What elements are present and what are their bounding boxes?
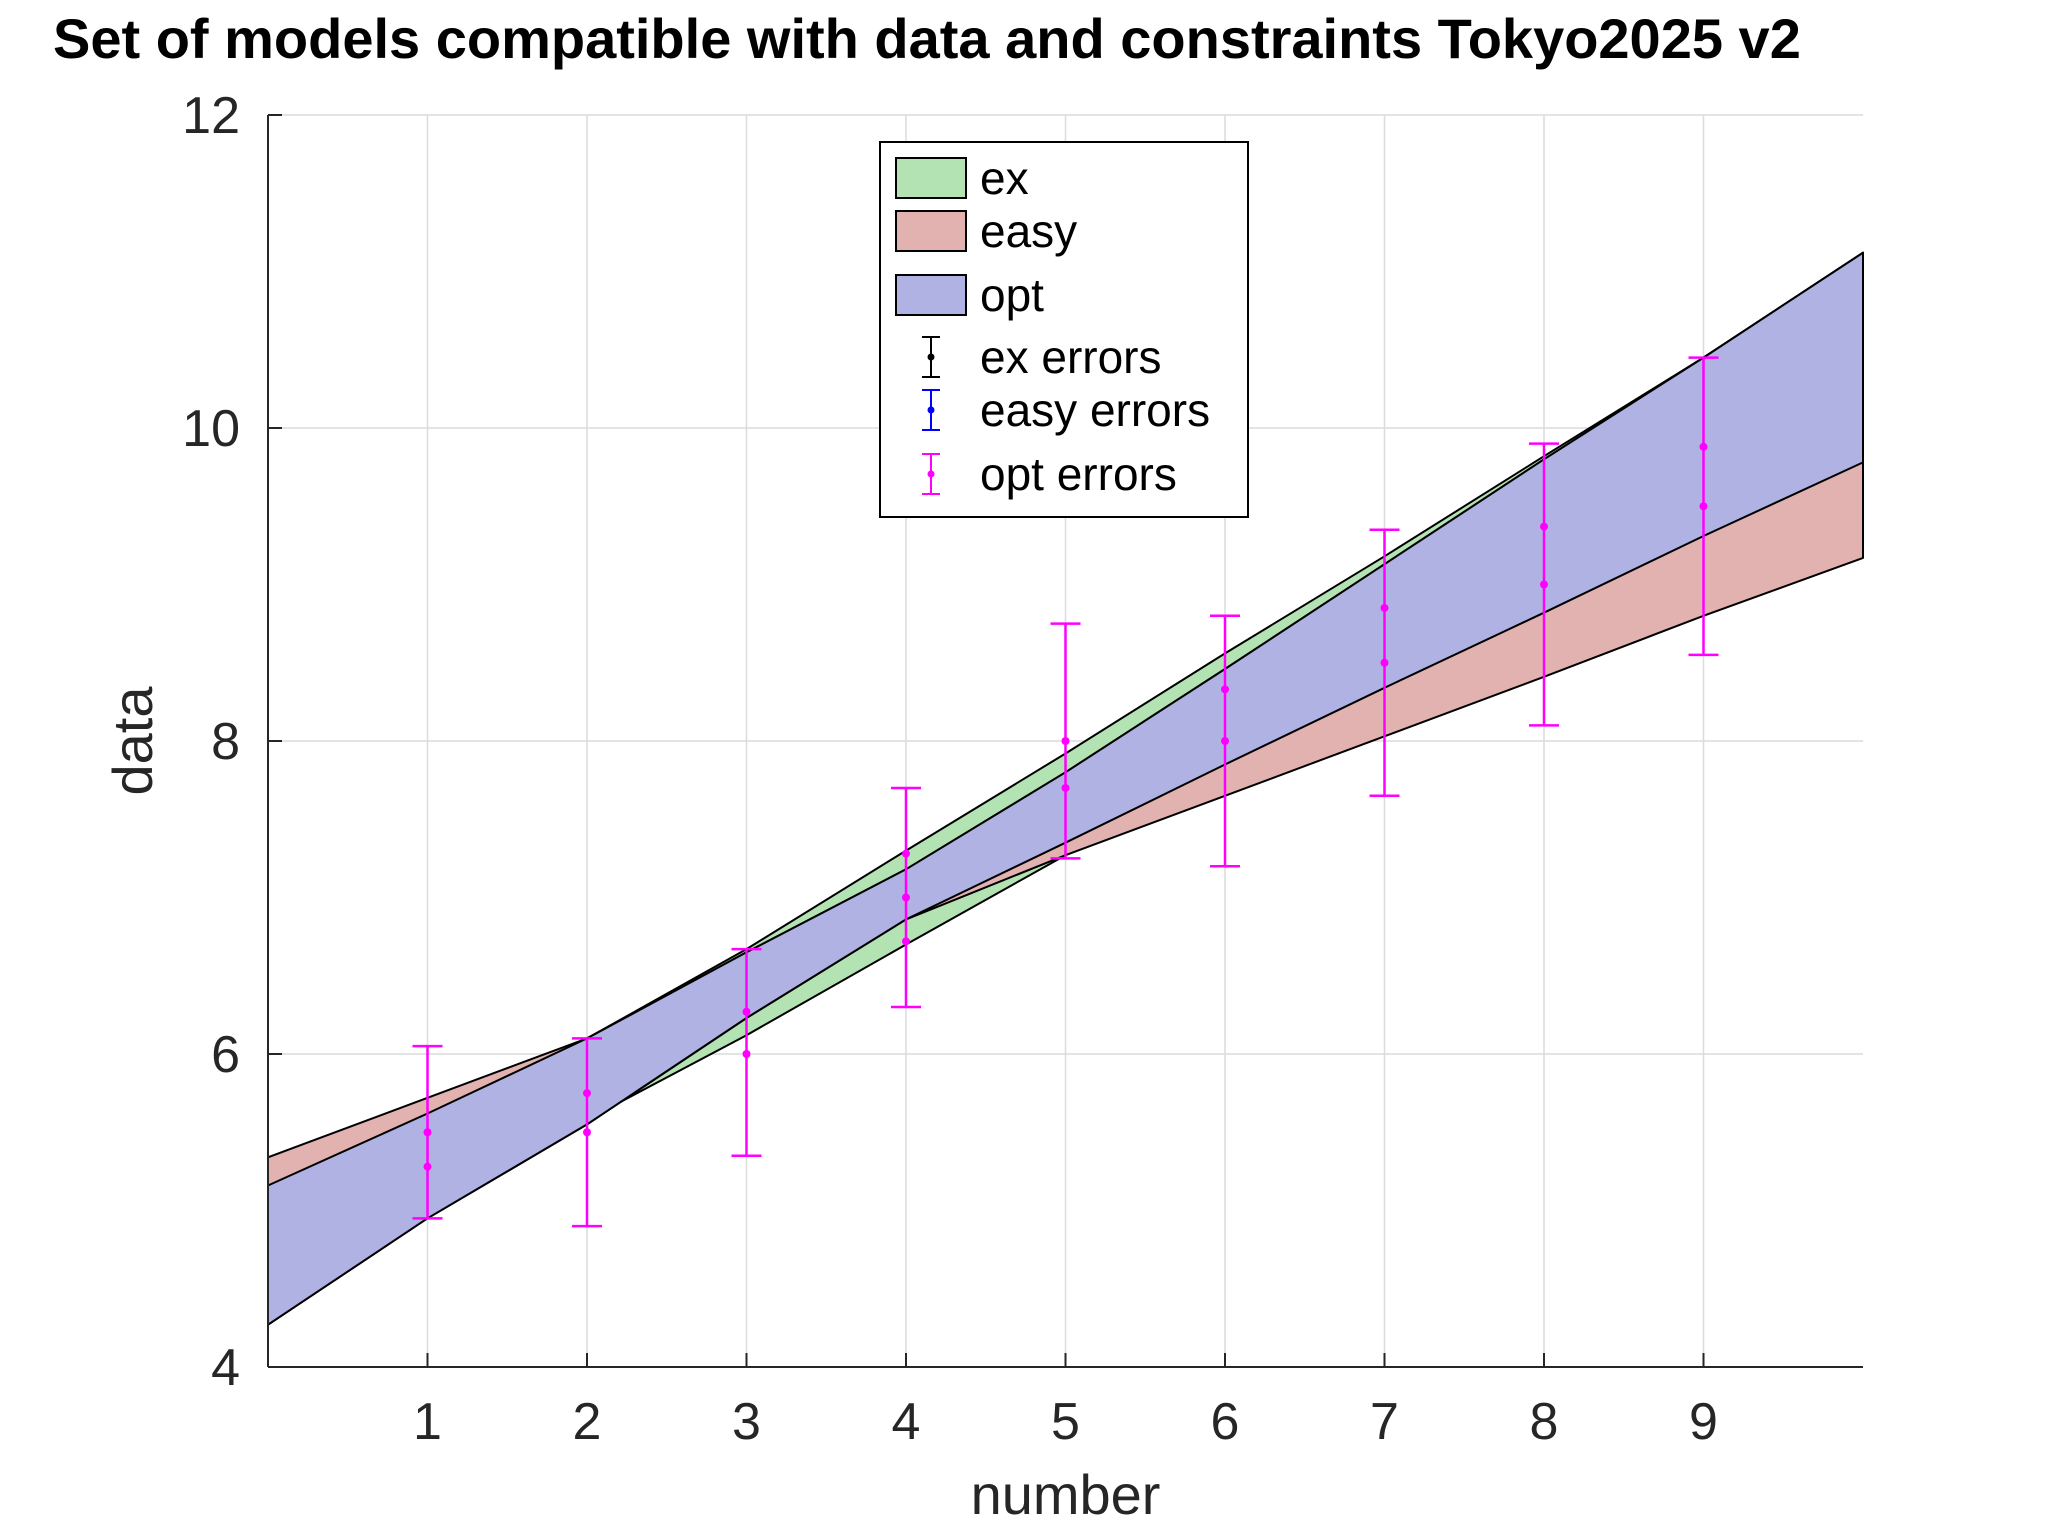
x-tick-label: 8 <box>1530 1393 1559 1451</box>
y-axis-label: data <box>101 686 164 796</box>
legend-label: opt <box>980 269 1044 321</box>
errorbar-point <box>1221 685 1229 694</box>
errorbar-opt-errors <box>1210 614 1240 868</box>
errorbar-point <box>1699 442 1708 451</box>
errorbar-opt-errors <box>1688 356 1719 657</box>
legend-label: ex <box>980 152 1029 204</box>
x-tick-label: 5 <box>1051 1393 1080 1451</box>
errorbar-point <box>1540 580 1548 589</box>
errorbar-opt-errors <box>731 947 762 1157</box>
legend-item-easy-errors: easy errors <box>922 384 1210 436</box>
legend-swatch <box>895 157 967 199</box>
legend-label: easy <box>980 205 1077 257</box>
x-tick-label: 2 <box>573 1393 602 1451</box>
y-tick-label: 8 <box>211 713 240 771</box>
errorbar-point <box>1061 783 1070 792</box>
axes <box>267 114 1863 1368</box>
errorbar-point <box>583 1089 591 1098</box>
legend-errorbar-point <box>927 470 935 478</box>
x-tick-label: 6 <box>1211 1393 1240 1451</box>
legend-box <box>879 141 1249 518</box>
errorbar-point <box>583 1128 591 1137</box>
errorbar-point <box>902 893 910 902</box>
y-tick-label: 4 <box>211 1339 240 1397</box>
y-tick-label: 10 <box>182 400 240 458</box>
errorbar-point <box>902 849 910 858</box>
errorbar-opt-errors <box>1369 528 1400 798</box>
errorbar-opt-errors <box>412 1044 443 1220</box>
chart-title: Set of models compatible with data and c… <box>53 7 1801 70</box>
legend-swatch <box>895 274 967 316</box>
errorbar-opt-errors <box>891 786 921 1009</box>
errorbar-point <box>742 1050 751 1058</box>
x-tick-label: 1 <box>413 1393 442 1451</box>
x-tick-label: 4 <box>892 1393 921 1451</box>
legend-item-ex-errors: ex errors <box>922 331 1161 383</box>
legend-item-easy: easy <box>895 205 1077 257</box>
errorbar-point <box>1699 502 1708 511</box>
legend-item-opt-errors: opt errors <box>922 448 1177 500</box>
errorbar-point <box>1540 522 1548 531</box>
y-tick-label: 12 <box>182 87 240 145</box>
errorbar-layer <box>412 356 1719 1228</box>
legend-swatch <box>895 210 967 252</box>
legend-errorbar-point <box>927 353 935 361</box>
errorbar-point <box>1380 603 1389 612</box>
errorbar-point <box>1380 658 1389 667</box>
x-axis-label: number <box>971 1463 1161 1526</box>
legend-label: easy errors <box>980 384 1210 436</box>
y-tick-label: 6 <box>211 1026 240 1084</box>
errorbar-point <box>902 937 910 946</box>
errorbar-opt-errors <box>1529 442 1559 727</box>
x-tick-label: 3 <box>732 1393 761 1451</box>
errorbar-point <box>423 1128 432 1137</box>
legend-label: ex errors <box>980 331 1161 383</box>
x-tick-label: 7 <box>1370 1393 1399 1451</box>
x-tick-label: 9 <box>1689 1393 1718 1451</box>
legend-item-ex: ex <box>895 152 1029 204</box>
legend-item-opt: opt <box>895 269 1044 321</box>
errorbar-point <box>1221 737 1229 745</box>
errorbar-opt-errors <box>572 1037 602 1228</box>
legend-errorbar-point <box>927 406 935 414</box>
legend-label: opt errors <box>980 448 1177 500</box>
errorbar-opt-errors <box>1050 622 1081 860</box>
errorbar-point <box>742 1007 751 1016</box>
errorbar-point <box>1061 737 1070 745</box>
errorbar-point <box>423 1162 432 1171</box>
